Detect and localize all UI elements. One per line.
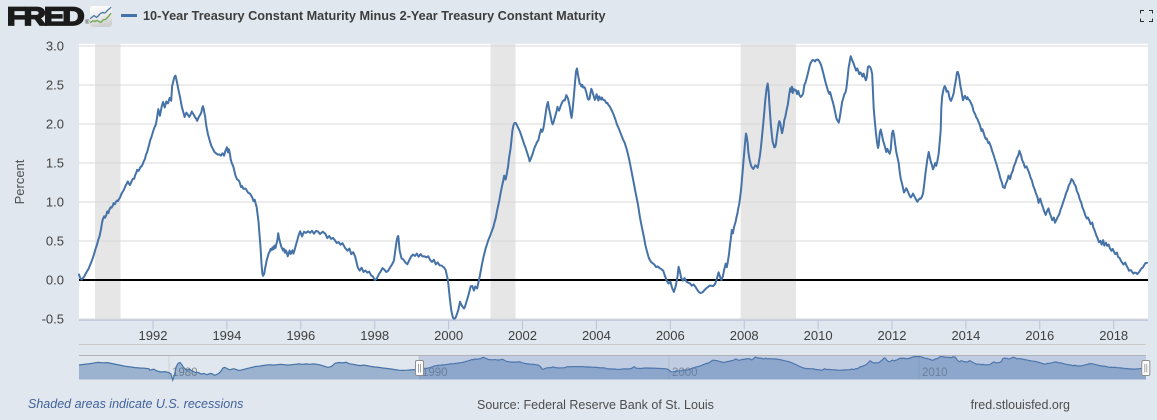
- svg-text:3.0: 3.0: [46, 39, 64, 54]
- svg-text:Percent: Percent: [12, 159, 27, 204]
- svg-text:-0.5: -0.5: [42, 312, 64, 327]
- svg-text:2002: 2002: [508, 328, 537, 343]
- svg-text:2008: 2008: [730, 328, 759, 343]
- svg-text:2018: 2018: [1099, 328, 1128, 343]
- svg-text:2012: 2012: [878, 328, 907, 343]
- svg-text:2016: 2016: [1025, 328, 1054, 343]
- svg-text:2010: 2010: [804, 328, 833, 343]
- svg-text:1990: 1990: [422, 367, 448, 379]
- svg-text:0.5: 0.5: [46, 234, 64, 249]
- svg-text:2014: 2014: [951, 328, 980, 343]
- svg-text:1994: 1994: [212, 328, 241, 343]
- svg-text:2006: 2006: [656, 328, 685, 343]
- svg-text:2000: 2000: [672, 367, 698, 379]
- svg-text:1.5: 1.5: [46, 156, 64, 171]
- svg-text:1998: 1998: [360, 328, 389, 343]
- svg-text:2010: 2010: [922, 367, 948, 379]
- svg-text:2.5: 2.5: [46, 78, 64, 93]
- svg-text:2004: 2004: [582, 328, 611, 343]
- svg-text:0.0: 0.0: [46, 273, 64, 288]
- svg-text:2000: 2000: [434, 328, 463, 343]
- svg-text:1996: 1996: [286, 328, 315, 343]
- svg-text:2.0: 2.0: [46, 117, 64, 132]
- svg-text:1992: 1992: [139, 328, 168, 343]
- svg-text:1.0: 1.0: [46, 195, 64, 210]
